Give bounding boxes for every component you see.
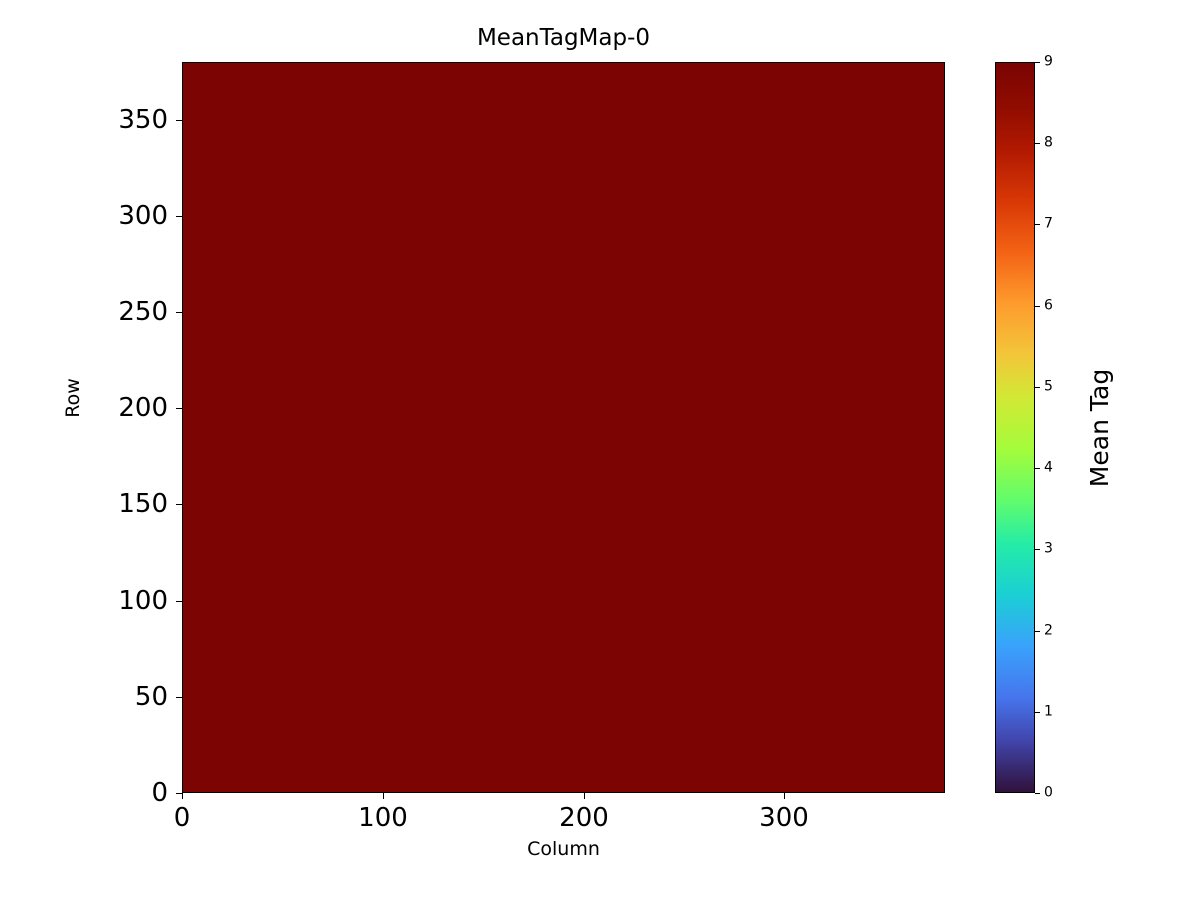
- colorbar-tick-mark: [1035, 387, 1040, 388]
- colorbar-tick-mark: [1035, 712, 1040, 713]
- y-tick-mark: [176, 504, 182, 505]
- colorbar-tick-mark: [1035, 224, 1040, 225]
- colorbar-label: Mean Tag: [1085, 368, 1114, 488]
- y-tick-mark: [176, 312, 182, 313]
- y-tick-mark: [176, 697, 182, 698]
- colorbar-gradient: [995, 62, 1035, 793]
- x-tick-mark: [182, 793, 183, 799]
- x-tick-label: 100: [358, 803, 408, 833]
- y-tick-mark: [176, 120, 182, 121]
- y-tick-label: 50: [134, 682, 168, 712]
- x-tick-mark: [383, 793, 384, 799]
- y-tick-mark: [176, 601, 182, 602]
- colorbar-tick-label: 4: [1044, 459, 1053, 476]
- colorbar-tick-label: 7: [1044, 215, 1053, 232]
- y-tick-mark: [176, 216, 182, 217]
- colorbar-tick-mark: [1035, 631, 1040, 632]
- x-tick-label: 200: [559, 803, 609, 833]
- x-tick-label: 300: [759, 803, 809, 833]
- x-tick-mark: [784, 793, 785, 799]
- x-axis-label: Column: [527, 838, 600, 860]
- y-tick-label: 200: [118, 393, 168, 423]
- colorbar-tick-mark: [1035, 549, 1040, 550]
- x-tick-label: 0: [173, 803, 191, 833]
- y-tick-label: 100: [118, 586, 168, 616]
- y-tick-mark: [176, 793, 182, 794]
- colorbar-tick-label: 8: [1044, 134, 1053, 151]
- x-tick-mark: [584, 793, 585, 799]
- colorbar-tick-mark: [1035, 306, 1040, 307]
- y-tick-mark: [176, 408, 182, 409]
- y-axis-label: Row: [62, 378, 84, 418]
- colorbar-tick-mark: [1035, 793, 1040, 794]
- y-tick-label: 350: [118, 105, 168, 135]
- colorbar[interactable]: 0 1 2 3 4 5 6 7 8 9: [995, 54, 1053, 801]
- heatmap-plot-area[interactable]: [182, 62, 945, 793]
- colorbar-tick-mark: [1035, 468, 1040, 469]
- colorbar-tick-label: 9: [1044, 53, 1053, 70]
- colorbar-tick-label: 1: [1044, 703, 1053, 720]
- colorbar-tick-label: 5: [1044, 378, 1053, 395]
- colorbar-tick-label: 3: [1044, 540, 1053, 557]
- colorbar-tick-mark: [1035, 143, 1040, 144]
- y-tick-label: 250: [118, 297, 168, 327]
- y-tick-label: 300: [118, 201, 168, 231]
- y-tick-label: 150: [118, 489, 168, 519]
- heatmap-image: [183, 63, 944, 792]
- y-tick-label: 0: [151, 778, 168, 808]
- page-title: MeanTagMap-0: [476, 25, 651, 51]
- colorbar-tick-label: 6: [1044, 297, 1053, 314]
- colorbar-tick-mark: [1035, 62, 1040, 63]
- colorbar-tick-label: 0: [1044, 784, 1053, 801]
- colorbar-tick-label: 2: [1044, 622, 1053, 639]
